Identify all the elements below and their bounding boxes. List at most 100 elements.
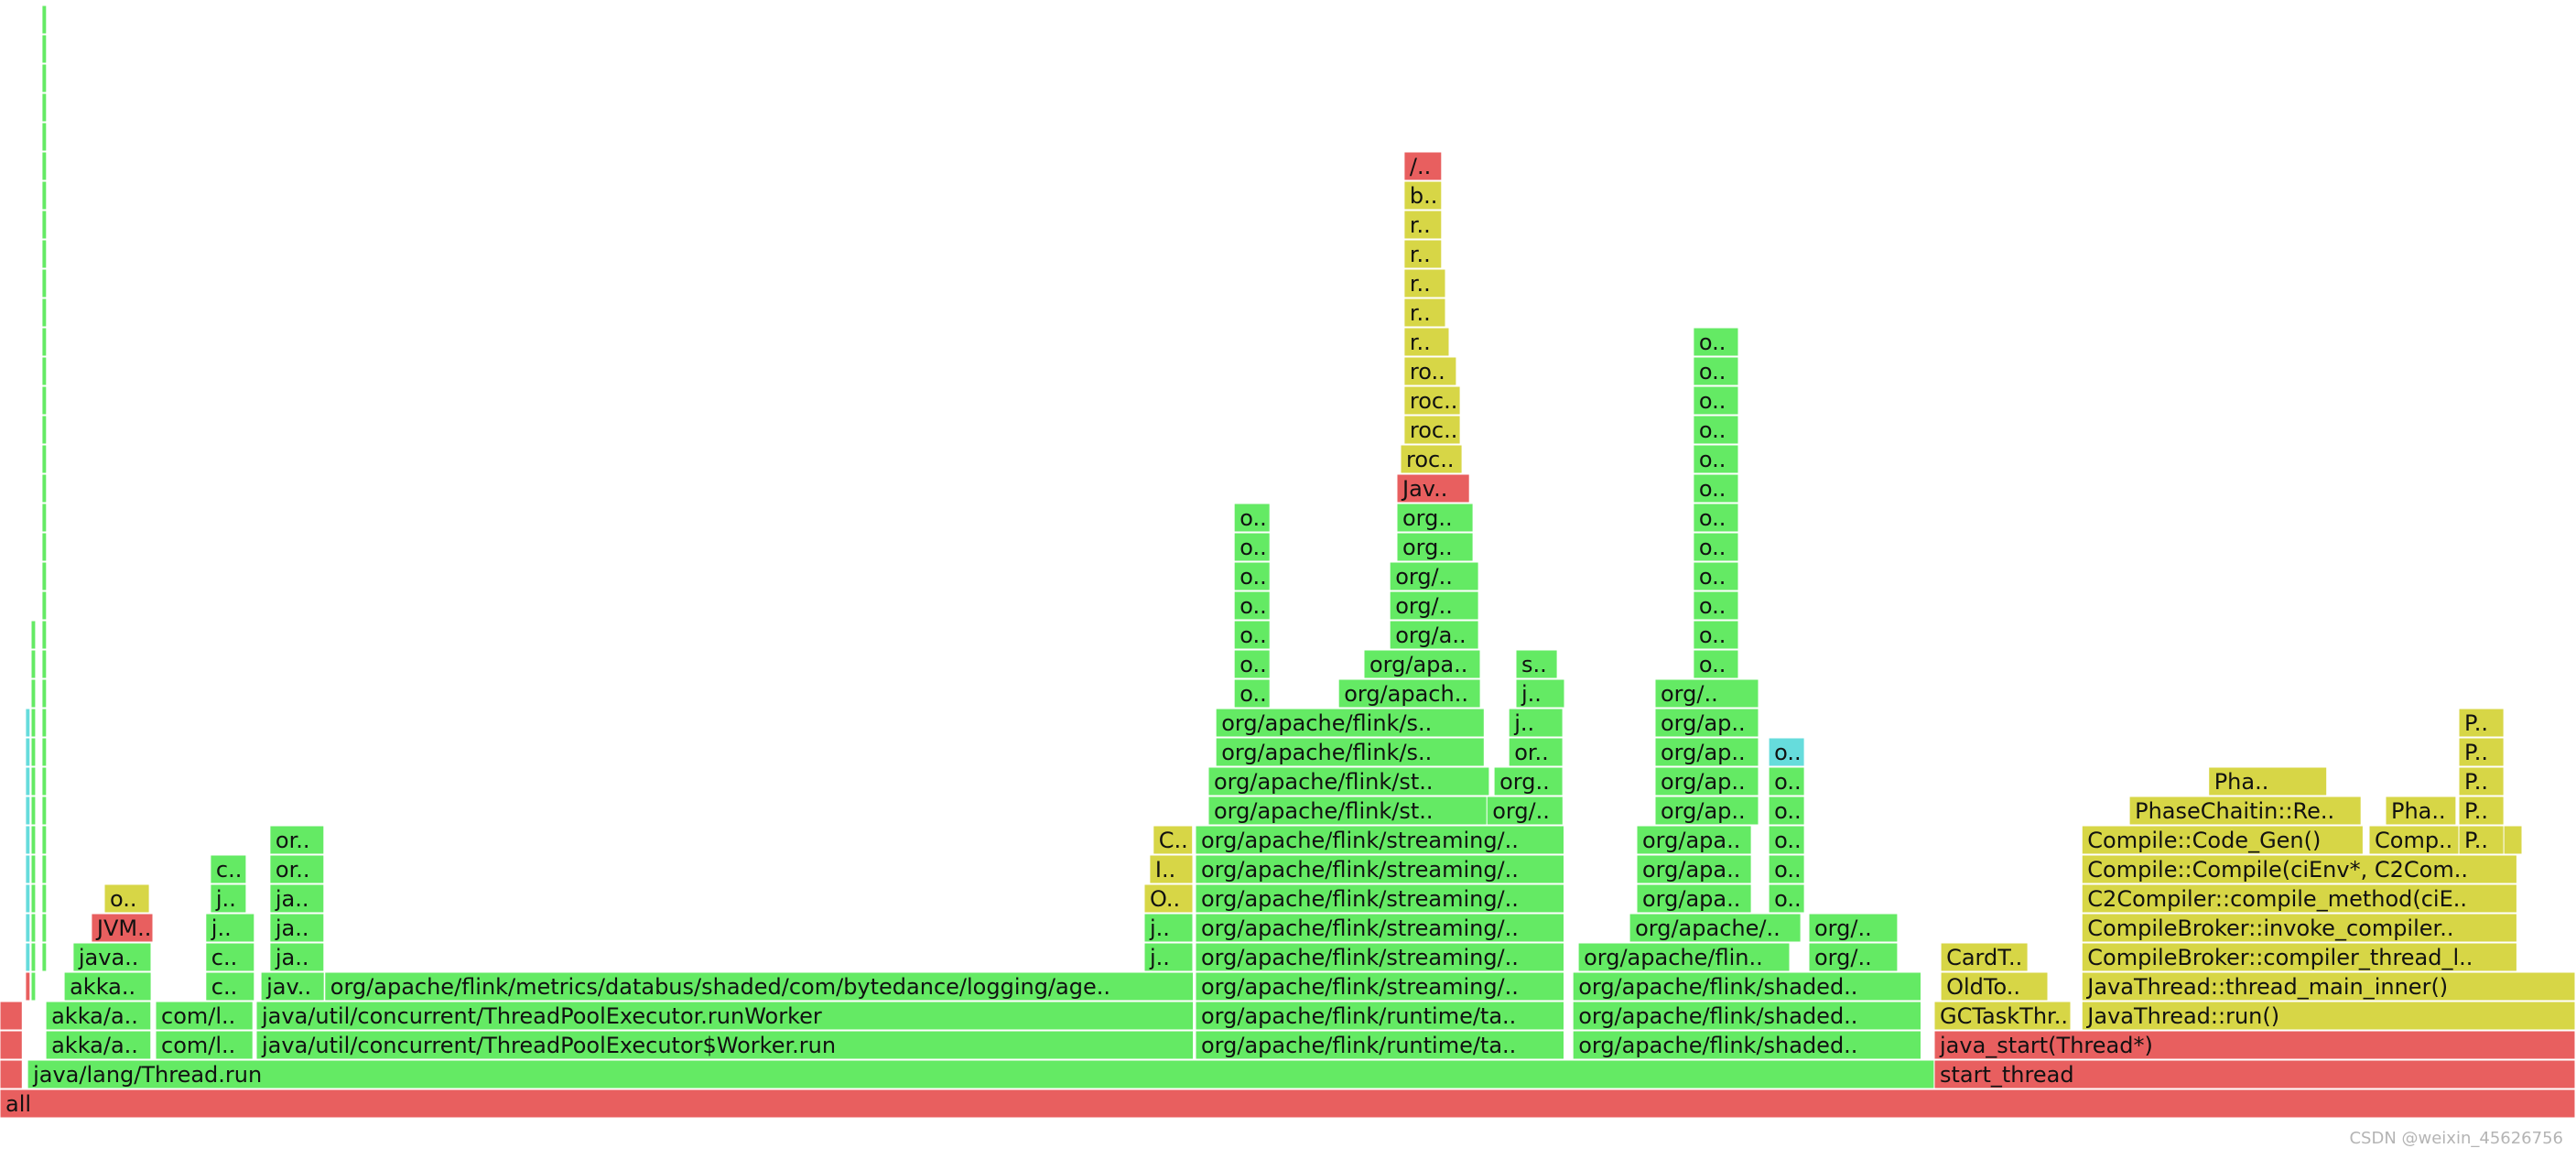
flame-frame[interactable]: [30, 708, 37, 738]
flame-frame[interactable]: [1693, 356, 1739, 386]
flame-frame[interactable]: [30, 796, 37, 826]
flame-frame[interactable]: [30, 883, 37, 914]
flame-frame[interactable]: [1693, 532, 1739, 562]
flame-frame[interactable]: [1572, 1001, 1921, 1031]
flame-frame[interactable]: [1629, 913, 1802, 943]
flame-frame[interactable]: [30, 854, 37, 884]
flame-frame[interactable]: [2458, 825, 2505, 855]
flame-frame[interactable]: [1768, 825, 1805, 855]
flame-frame[interactable]: [1693, 385, 1739, 416]
flame-frame[interactable]: [1233, 532, 1271, 562]
flame-frame[interactable]: [1195, 1030, 1564, 1060]
flame-frame[interactable]: [41, 356, 48, 386]
flame-frame[interactable]: [1389, 561, 1479, 591]
flame-frame[interactable]: [1153, 825, 1194, 855]
flame-frame[interactable]: [1654, 737, 1759, 767]
flame-frame[interactable]: [1403, 151, 1443, 181]
flame-frame[interactable]: [1577, 942, 1791, 972]
flame-frame[interactable]: [1572, 1030, 1921, 1060]
flame-frame[interactable]: [1493, 766, 1564, 796]
flame-frame[interactable]: [1808, 913, 1899, 943]
flame-frame[interactable]: [41, 327, 48, 357]
flame-frame[interactable]: [1195, 942, 1564, 972]
flame-frame[interactable]: [1768, 766, 1805, 796]
flame-frame[interactable]: [2081, 883, 2517, 914]
flame-frame[interactable]: [1149, 854, 1194, 884]
flame-frame[interactable]: [1768, 854, 1805, 884]
flame-frame[interactable]: [0, 1030, 23, 1060]
flame-frame[interactable]: [1403, 268, 1446, 298]
flame-frame[interactable]: [1654, 708, 1759, 738]
flame-frame[interactable]: [1207, 796, 1490, 826]
flame-frame[interactable]: [25, 971, 31, 1002]
flame-frame[interactable]: [205, 942, 255, 972]
flame-frame[interactable]: [41, 239, 48, 269]
flame-frame[interactable]: [1636, 883, 1752, 914]
flame-frame[interactable]: [1693, 473, 1739, 504]
flame-frame[interactable]: [30, 766, 37, 796]
flame-frame[interactable]: [41, 590, 48, 621]
flame-frame[interactable]: [41, 913, 48, 943]
flame-frame[interactable]: [41, 444, 48, 474]
flame-frame[interactable]: [1933, 1030, 2576, 1060]
flame-frame[interactable]: [269, 854, 325, 884]
flame-frame[interactable]: [1508, 708, 1564, 738]
flame-frame[interactable]: [1654, 766, 1759, 796]
flame-frame[interactable]: [30, 825, 37, 855]
flame-frame[interactable]: [1396, 473, 1470, 504]
flame-frame[interactable]: [41, 883, 48, 914]
flame-frame[interactable]: [1233, 649, 1271, 679]
flame-frame[interactable]: [1403, 327, 1450, 357]
flame-frame[interactable]: [41, 620, 48, 650]
flame-frame[interactable]: [1933, 1059, 2576, 1089]
flame-frame[interactable]: [45, 1001, 152, 1031]
flame-frame[interactable]: [41, 210, 48, 240]
flame-frame[interactable]: [1389, 590, 1479, 621]
flame-frame[interactable]: [41, 942, 48, 972]
flame-frame[interactable]: [41, 180, 48, 211]
flame-frame[interactable]: [269, 883, 325, 914]
flame-frame[interactable]: [1233, 590, 1271, 621]
flame-frame[interactable]: [41, 737, 48, 767]
flame-frame[interactable]: [41, 796, 48, 826]
flame-frame[interactable]: [1693, 561, 1739, 591]
flame-frame[interactable]: [1768, 796, 1805, 826]
flame-frame[interactable]: [30, 942, 37, 972]
flame-frame[interactable]: [30, 913, 37, 943]
flame-frame[interactable]: [1403, 210, 1443, 240]
flame-frame[interactable]: [2081, 942, 2517, 972]
flame-frame[interactable]: [1572, 971, 1921, 1002]
flame-frame[interactable]: [25, 796, 31, 826]
flame-frame[interactable]: [1195, 1001, 1564, 1031]
flame-frame[interactable]: [1693, 444, 1739, 474]
flame-frame[interactable]: [1403, 239, 1443, 269]
flame-frame[interactable]: [1403, 356, 1457, 386]
flame-frame[interactable]: [1403, 180, 1443, 211]
flame-frame[interactable]: [0, 1001, 23, 1031]
flame-frame[interactable]: [25, 766, 31, 796]
flame-frame[interactable]: [1693, 327, 1739, 357]
flame-frame[interactable]: [41, 678, 48, 709]
flame-frame[interactable]: [255, 1030, 1195, 1060]
flame-frame[interactable]: [41, 825, 48, 855]
flame-frame[interactable]: [0, 1089, 2576, 1119]
flame-frame[interactable]: [2458, 796, 2505, 826]
flame-frame[interactable]: [2128, 796, 2362, 826]
flame-frame[interactable]: [41, 122, 48, 152]
flame-frame[interactable]: [41, 63, 48, 93]
flame-frame[interactable]: [63, 971, 152, 1002]
flame-frame[interactable]: [1396, 503, 1474, 533]
flame-frame[interactable]: [41, 151, 48, 181]
flame-frame[interactable]: [1768, 737, 1805, 767]
flame-frame[interactable]: [41, 34, 48, 64]
flame-frame[interactable]: [2081, 913, 2517, 943]
flame-frame[interactable]: [1195, 913, 1564, 943]
flame-frame[interactable]: [41, 766, 48, 796]
flame-frame[interactable]: [1515, 678, 1565, 709]
flame-frame[interactable]: [41, 268, 48, 298]
flame-frame[interactable]: [1143, 883, 1194, 914]
flame-frame[interactable]: [1233, 561, 1271, 591]
flame-frame[interactable]: [41, 5, 48, 35]
flame-frame[interactable]: [260, 971, 325, 1002]
flame-frame[interactable]: [155, 1001, 254, 1031]
